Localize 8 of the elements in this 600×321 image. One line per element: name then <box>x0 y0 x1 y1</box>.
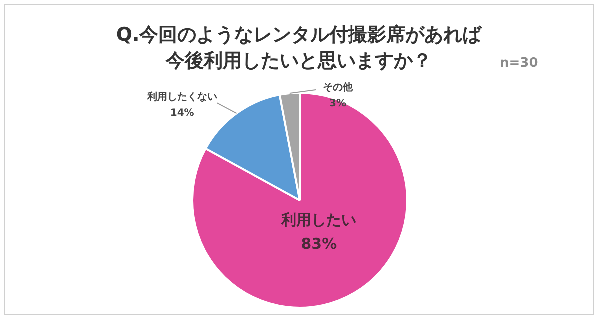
text: n=30 <box>500 56 538 71</box>
slice-label: 利用したくない <box>146 90 218 103</box>
chart-title: Q.今回のようなレンタル付撮影席があれば今後利用したいと思いますか？ <box>115 23 484 74</box>
data-label: 3% <box>330 98 346 110</box>
data-label: 14% <box>170 108 194 119</box>
slice-label: その他 <box>323 82 354 94</box>
data-label: 83% <box>301 234 338 253</box>
slice-label: 利用したい <box>280 210 357 229</box>
